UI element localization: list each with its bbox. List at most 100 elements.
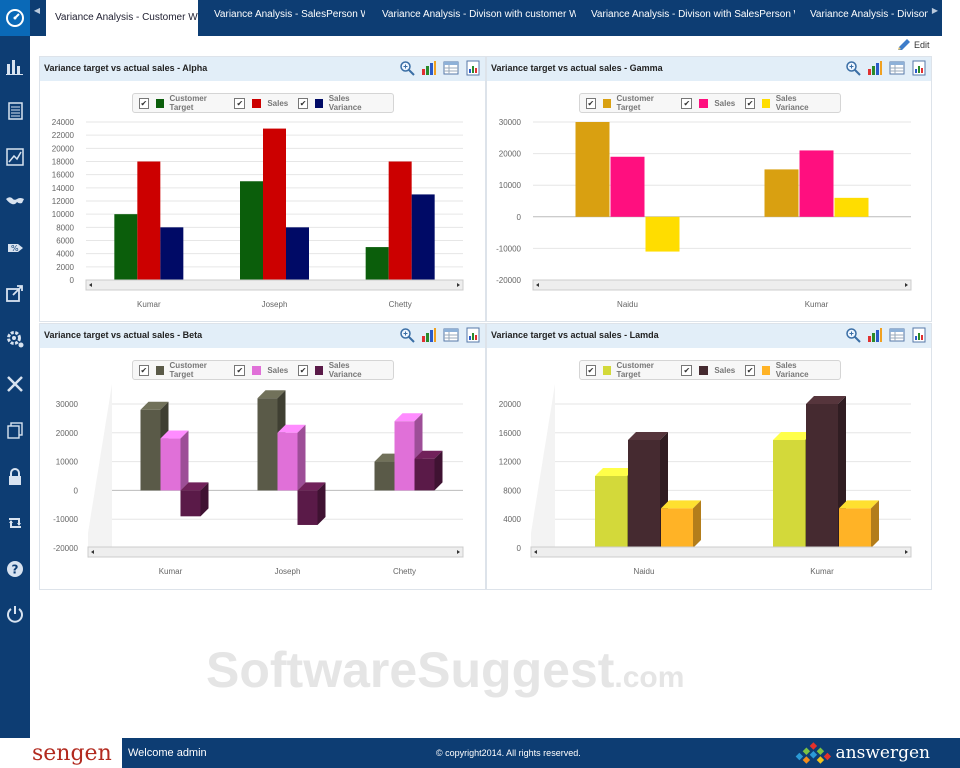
tab-scroll-left-icon[interactable]: ◀ — [30, 0, 44, 36]
table-view-icon[interactable] — [889, 327, 905, 343]
table-view-icon[interactable] — [889, 60, 905, 76]
legend-item[interactable]: ✔ Sales — [681, 364, 736, 376]
bar-sales-variance-kumar[interactable] — [160, 227, 184, 280]
bar-customer-target-naidu[interactable] — [575, 122, 610, 217]
legend-checkbox[interactable]: ✔ — [681, 97, 693, 109]
bar-sales-kumar[interactable] — [806, 396, 846, 548]
bar-sales-variance-naidu[interactable] — [661, 500, 701, 548]
legend-item[interactable]: ✔ Customer Target — [139, 361, 224, 379]
chart-scrollbar[interactable] — [87, 546, 464, 558]
bar-sales-joseph[interactable] — [263, 128, 286, 280]
chart-type-icon[interactable] — [867, 327, 883, 343]
sidebar-item-tools[interactable] — [0, 366, 30, 402]
legend-checkbox[interactable]: ✔ — [298, 97, 308, 109]
sidebar-item-line-chart[interactable] — [0, 139, 30, 175]
y-tick-label: 8000 — [503, 486, 521, 495]
legend-item[interactable]: ✔ Sales Variance — [745, 361, 824, 379]
x-category-label: Chetty — [389, 300, 412, 309]
legend-item[interactable]: ✔ Sales — [234, 97, 288, 109]
table-view-icon[interactable] — [443, 327, 459, 343]
legend-item[interactable]: ✔ Sales — [234, 364, 288, 376]
export-chart-icon[interactable] — [911, 327, 927, 343]
export-chart-icon[interactable] — [911, 60, 927, 76]
sidebar-item-dashboard[interactable] — [0, 0, 30, 36]
bar-sales-variance-joseph[interactable] — [297, 482, 326, 525]
chart-scrollbar[interactable] — [85, 279, 464, 291]
bar-sales-variance-kumar[interactable] — [180, 482, 209, 517]
legend-checkbox[interactable]: ✔ — [681, 364, 693, 376]
edit-button[interactable]: Edit — [896, 38, 930, 52]
sidebar-item-settings-gear[interactable] — [0, 321, 30, 357]
chart-legend: ✔ Customer Target ✔ Sales ✔ Sales Variance — [579, 93, 841, 113]
legend-checkbox[interactable]: ✔ — [298, 364, 308, 376]
zoom-icon[interactable] — [845, 327, 861, 343]
zoom-icon[interactable] — [399, 327, 415, 343]
legend-item[interactable]: ✔ Sales Variance — [298, 94, 377, 112]
legend-checkbox[interactable]: ✔ — [139, 97, 149, 109]
bar-customer-target-chetty[interactable] — [365, 247, 389, 280]
legend-checkbox[interactable]: ✔ — [745, 364, 755, 376]
sidebar-item-copy-pages[interactable] — [0, 413, 30, 449]
tab-customer-wise[interactable]: Variance Analysis - Customer Wise — [46, 0, 198, 36]
tab-salesperson-wise[interactable]: Variance Analysis - SalesPerson Wise — [214, 9, 365, 20]
export-chart-icon[interactable] — [465, 60, 481, 76]
legend-item[interactable]: ✔ Customer Target — [586, 94, 671, 112]
bar-sales-kumar[interactable] — [160, 430, 189, 491]
tab-division-partial[interactable]: Variance Analysis - Divison wi — [810, 9, 928, 20]
legend-swatch — [252, 365, 262, 375]
bar-customer-target-kumar[interactable] — [764, 169, 799, 217]
sidebar-item-bar-chart[interactable] — [0, 48, 30, 84]
legend-checkbox[interactable]: ✔ — [586, 364, 596, 376]
chart-scrollbar[interactable] — [532, 279, 912, 291]
legend-label: Sales Variance — [775, 94, 809, 112]
sidebar-item-share-export[interactable] — [0, 275, 30, 311]
legend-checkbox[interactable]: ✔ — [234, 364, 246, 376]
bar-sales-variance-chetty[interactable] — [414, 450, 443, 491]
legend-checkbox[interactable]: ✔ — [139, 364, 149, 376]
legend-checkbox[interactable]: ✔ — [745, 97, 755, 109]
chart-scrollbar[interactable] — [530, 546, 912, 558]
legend-item[interactable]: ✔ Sales — [681, 97, 735, 109]
sidebar-item-sync[interactable] — [0, 505, 30, 541]
legend-checkbox[interactable]: ✔ — [234, 97, 246, 109]
legend-label: Sales — [714, 365, 736, 375]
sidebar-item-power[interactable] — [0, 596, 30, 632]
bar-sales-variance-kumar[interactable] — [834, 197, 869, 217]
legend-item[interactable]: ✔ Customer Target — [139, 94, 224, 112]
sidebar-item-help[interactable]: ? — [0, 551, 30, 587]
export-chart-icon[interactable] — [465, 327, 481, 343]
chart-type-icon[interactable] — [421, 327, 437, 343]
bar-customer-target-kumar[interactable] — [114, 214, 138, 280]
bar-customer-target-joseph[interactable] — [240, 181, 263, 280]
sidebar-item-report-list[interactable] — [0, 93, 30, 129]
bar-sales-variance-kumar[interactable] — [839, 500, 879, 548]
legend-swatch — [761, 365, 770, 375]
zoom-icon[interactable] — [399, 60, 415, 76]
legend-checkbox[interactable]: ✔ — [586, 97, 596, 109]
legend-item[interactable]: ✔ Sales Variance — [298, 361, 377, 379]
bar-sales-kumar[interactable] — [137, 161, 161, 281]
tab-scroll-right-icon[interactable]: ▶ — [928, 0, 942, 36]
y-tick-label: 12000 — [52, 197, 75, 206]
table-view-icon[interactable] — [443, 60, 459, 76]
bar-sales-kumar[interactable] — [799, 150, 834, 217]
bar-sales-variance-joseph[interactable] — [286, 227, 309, 280]
panel-title: Variance target vs actual sales - Beta — [44, 330, 203, 340]
chart-type-icon[interactable] — [867, 60, 883, 76]
legend-item[interactable]: ✔ Sales Variance — [745, 94, 824, 112]
bar-sales-variance-chetty[interactable] — [411, 194, 435, 280]
chart-type-icon[interactable] — [421, 60, 437, 76]
legend-swatch — [155, 98, 164, 108]
zoom-icon[interactable] — [845, 60, 861, 76]
tab-division-customer-wise[interactable]: Variance Analysis - Divison with custome… — [382, 9, 576, 20]
y-tick-label: 4000 — [503, 515, 521, 524]
bar-sales-chetty[interactable] — [388, 161, 412, 281]
bar-sales-variance-naidu[interactable] — [645, 216, 680, 252]
sidebar-item-discount-tag[interactable]: % — [0, 230, 30, 266]
bar-sales-joseph[interactable] — [277, 424, 306, 491]
legend-item[interactable]: ✔ Customer Target — [586, 361, 671, 379]
sidebar-item-lock[interactable] — [0, 459, 30, 495]
sidebar-item-world-map[interactable] — [0, 183, 30, 219]
tab-division-salesperson-wise[interactable]: Variance Analysis - Divison with SalesPe… — [591, 9, 795, 20]
bar-sales-naidu[interactable] — [610, 156, 645, 217]
